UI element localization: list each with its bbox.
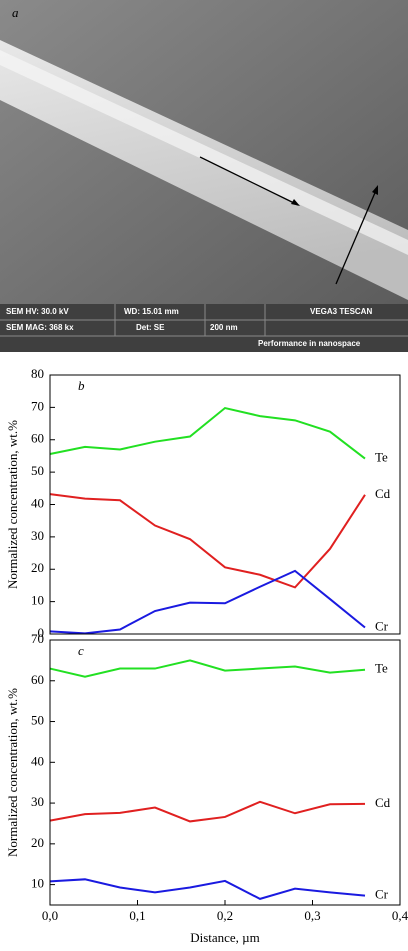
sem-image: a SEM HV: 30.0 kV WD: 15.01 mm VEGA3 TES… bbox=[0, 0, 408, 352]
x-tick-label: 0,3 bbox=[304, 908, 320, 923]
y-tick-label: 80 bbox=[31, 366, 44, 381]
series-label: Cd bbox=[375, 795, 391, 810]
x-tick-label: 0,4 bbox=[392, 908, 408, 923]
data-line bbox=[50, 660, 365, 676]
info-text: VEGA3 TESCAN bbox=[310, 307, 372, 316]
info-text: SEM MAG: 368 kx bbox=[6, 323, 74, 332]
y-tick-label: 20 bbox=[31, 835, 44, 850]
y-tick-label: 10 bbox=[31, 593, 44, 608]
info-text: Det: SE bbox=[136, 323, 165, 332]
series-label: Cd bbox=[375, 486, 391, 501]
y-tick-label: 40 bbox=[31, 495, 44, 510]
y-tick-label: 40 bbox=[31, 753, 44, 768]
info-text: WD: 15.01 mm bbox=[124, 307, 179, 316]
y-axis-label: Normalized concentration, wt.% bbox=[5, 688, 20, 857]
plot-frame bbox=[50, 375, 400, 634]
x-axis-label: Distance, µm bbox=[190, 930, 260, 945]
y-tick-label: 30 bbox=[31, 528, 44, 543]
data-line bbox=[50, 494, 365, 587]
y-tick-label: 70 bbox=[31, 398, 44, 413]
info-text: 200 nm bbox=[210, 323, 238, 332]
info-text: Performance in nanospace bbox=[258, 339, 361, 348]
x-tick-label: 0,1 bbox=[129, 908, 145, 923]
series-label: Cr bbox=[375, 887, 389, 902]
data-line bbox=[50, 408, 365, 459]
y-tick-label: 50 bbox=[31, 463, 44, 478]
y-axis-label: Normalized concentration, wt.% bbox=[5, 420, 20, 589]
y-tick-label: 50 bbox=[31, 713, 44, 728]
series-label: Te bbox=[375, 661, 388, 676]
panel-label: a bbox=[12, 5, 19, 20]
y-tick-label: 70 bbox=[31, 631, 44, 646]
y-tick-label: 10 bbox=[31, 876, 44, 891]
x-tick-label: 0,2 bbox=[217, 908, 233, 923]
plot-frame bbox=[50, 640, 400, 905]
data-line bbox=[50, 802, 365, 822]
panel-label: c bbox=[78, 643, 84, 658]
y-tick-label: 60 bbox=[31, 672, 44, 687]
data-line bbox=[50, 879, 365, 899]
data-line bbox=[50, 571, 365, 633]
series-label: Cr bbox=[375, 619, 389, 634]
figure: a SEM HV: 30.0 kV WD: 15.01 mm VEGA3 TES… bbox=[0, 0, 408, 951]
series-label: Te bbox=[375, 450, 388, 465]
y-tick-label: 60 bbox=[31, 431, 44, 446]
y-tick-label: 30 bbox=[31, 794, 44, 809]
x-tick-label: 0,0 bbox=[42, 908, 58, 923]
panel-label: b bbox=[78, 378, 85, 393]
info-text: SEM HV: 30.0 kV bbox=[6, 307, 69, 316]
y-tick-label: 20 bbox=[31, 560, 44, 575]
